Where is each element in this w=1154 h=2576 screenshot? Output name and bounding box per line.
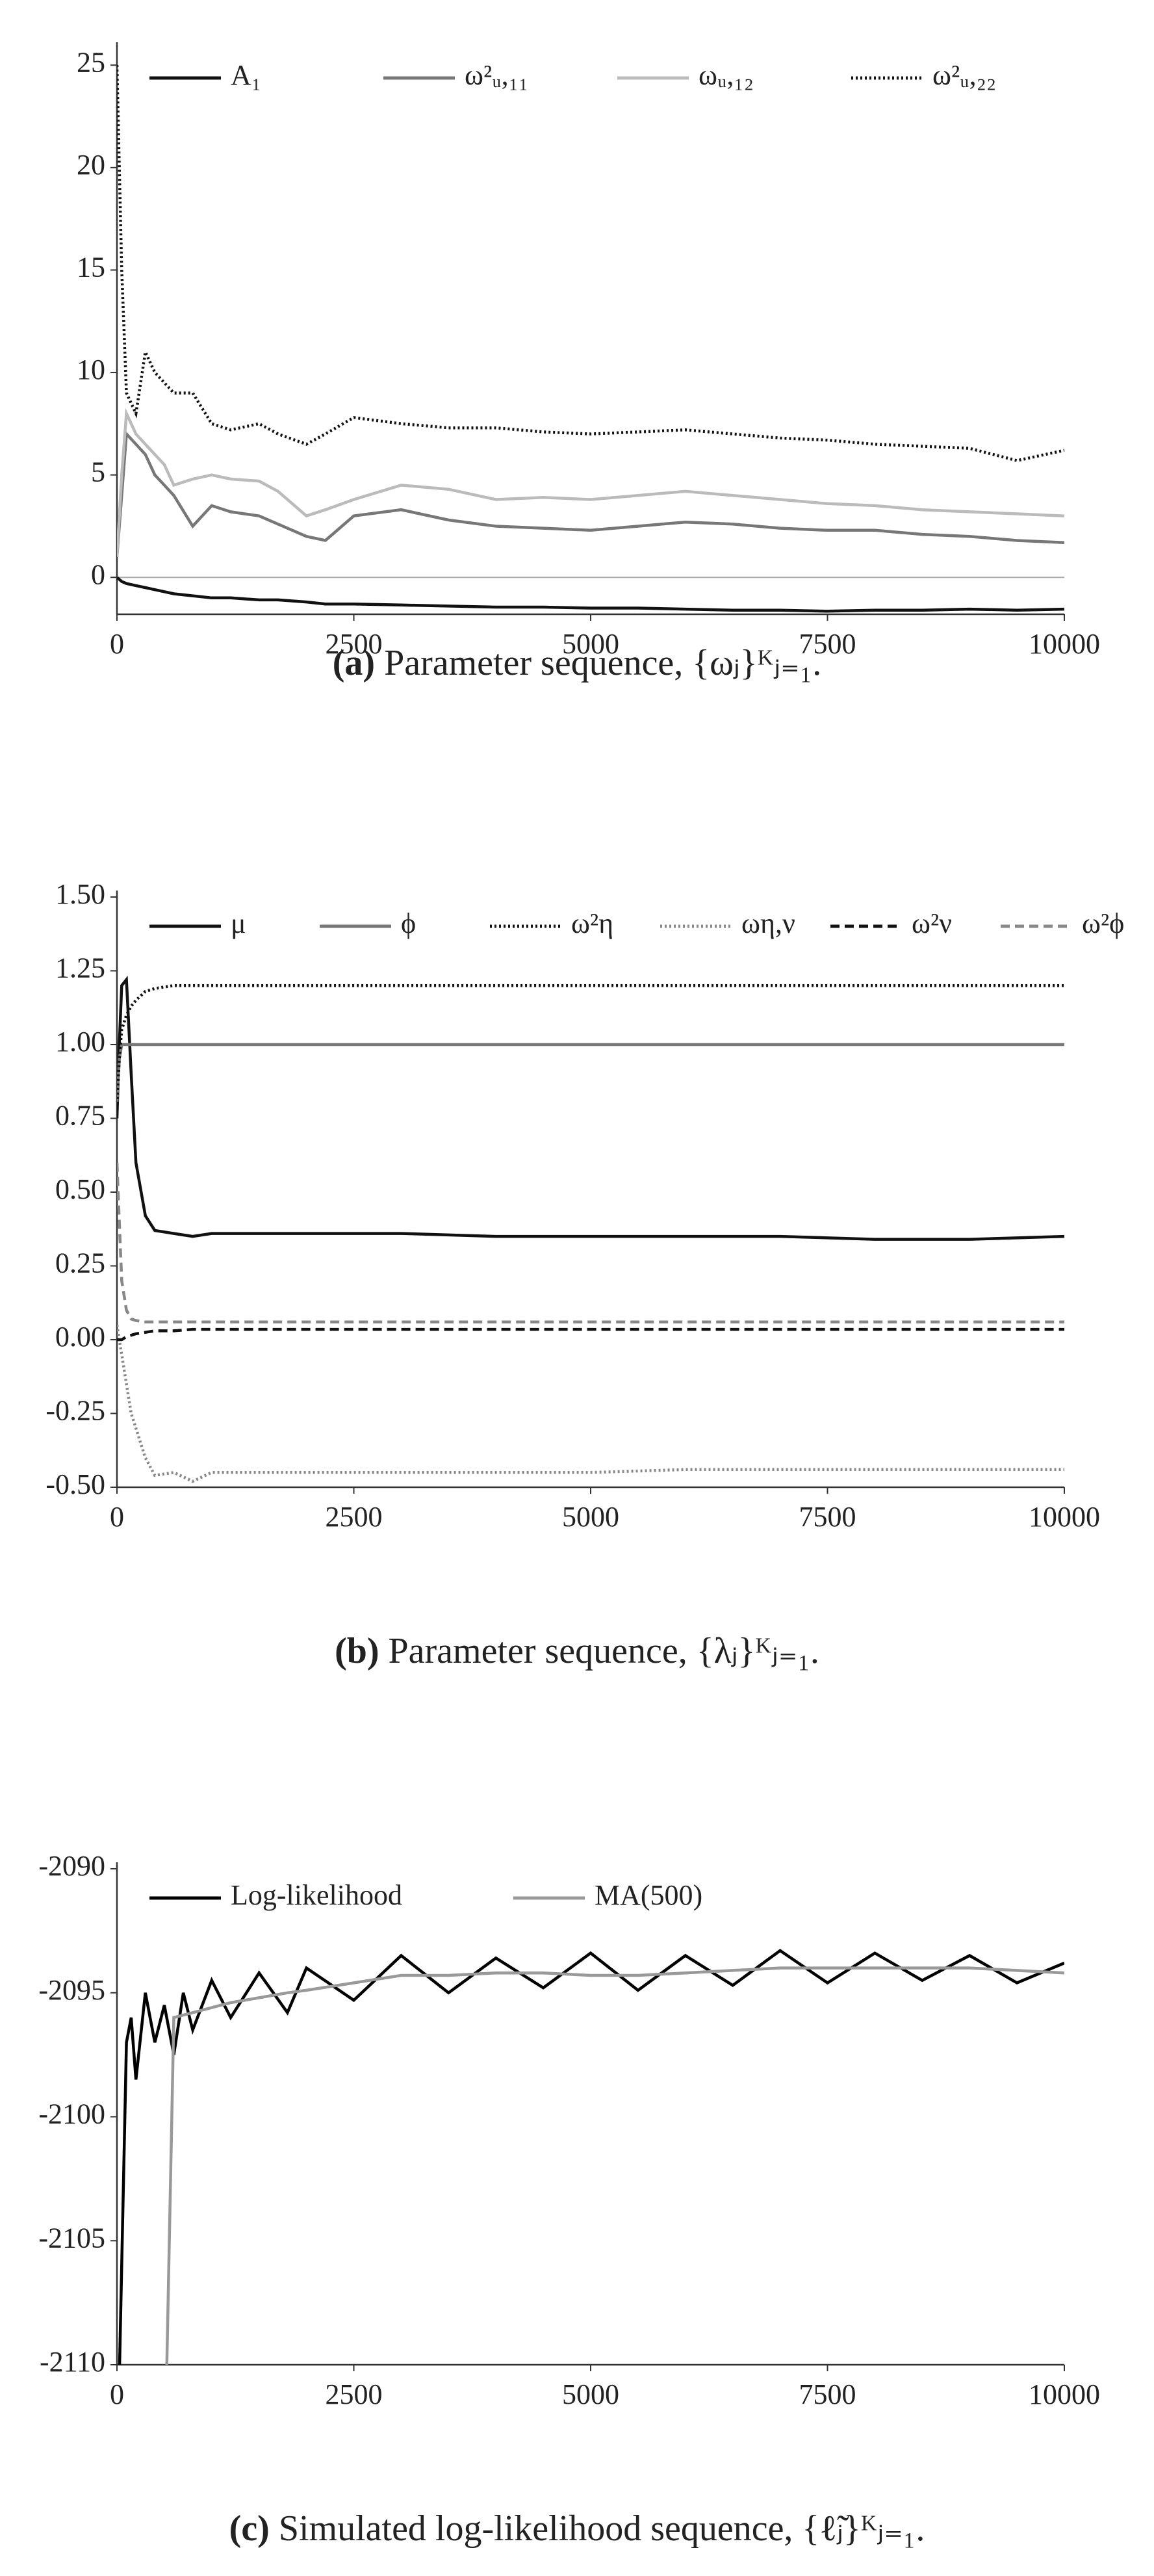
series-line bbox=[117, 983, 1064, 1104]
x-tick-label: 7500 bbox=[799, 2378, 856, 2410]
series-line bbox=[117, 1327, 1064, 1342]
caption-label: (a) bbox=[333, 643, 375, 683]
x-tick-label: 10000 bbox=[1029, 628, 1100, 660]
x-tick-label: 0 bbox=[110, 1501, 124, 1533]
caption-label: (c) bbox=[229, 2508, 270, 2549]
series-line bbox=[117, 976, 1064, 1241]
series-line bbox=[118, 1949, 1064, 2365]
x-tick-label: 0 bbox=[110, 628, 124, 660]
y-tick-label: -2095 bbox=[38, 1974, 105, 2006]
y-tick-label: 25 bbox=[77, 46, 105, 78]
series-line bbox=[117, 430, 1064, 557]
legend-label: ω²ᵤ,₁₁ bbox=[465, 59, 528, 91]
x-tick-label: 10000 bbox=[1029, 2378, 1100, 2410]
legend-label: A₁ bbox=[231, 59, 261, 91]
series-line bbox=[117, 1324, 1064, 1483]
caption-label: (b) bbox=[335, 1631, 379, 1671]
y-tick-label: 0.75 bbox=[55, 1100, 105, 1132]
caption: (a) Parameter sequence, {ωⱼ}ᴷⱼ₌₁. bbox=[333, 643, 821, 683]
y-tick-label: 0.25 bbox=[55, 1247, 105, 1279]
series-line bbox=[117, 408, 1064, 557]
x-tick-label: 7500 bbox=[799, 1501, 856, 1533]
series-line bbox=[117, 1043, 1064, 1104]
y-tick-label: 20 bbox=[77, 149, 105, 181]
y-tick-label: 15 bbox=[77, 252, 105, 283]
series-line bbox=[117, 65, 1064, 462]
y-tick-label: 1.50 bbox=[55, 878, 105, 910]
x-tick-label: 2500 bbox=[326, 2378, 383, 2410]
legend-label: ωη,ν bbox=[741, 907, 795, 939]
caption-space bbox=[379, 1631, 389, 1671]
x-tick-label: 5000 bbox=[562, 1501, 619, 1533]
y-tick-label: -0.50 bbox=[45, 1468, 105, 1500]
x-tick-label: 7500 bbox=[799, 628, 856, 660]
legend-label: Log-likelihood bbox=[231, 1879, 402, 1911]
caption-text: Parameter sequence, {ωⱼ}ᴷⱼ₌₁. bbox=[384, 643, 821, 683]
y-tick-label: 0 bbox=[91, 558, 105, 590]
y-tick-label: 1.25 bbox=[55, 952, 105, 984]
x-tick-label: 2500 bbox=[326, 628, 383, 660]
series-line bbox=[165, 1966, 1064, 2365]
x-tick-label: 5000 bbox=[562, 628, 619, 660]
legend-label: ϕ bbox=[401, 907, 416, 939]
caption: (b) Parameter sequence, {λⱼ}ᴷⱼ₌₁. bbox=[335, 1631, 819, 1671]
x-tick-label: 0 bbox=[110, 2378, 124, 2410]
legend-label: μ bbox=[231, 907, 246, 939]
caption-text: Simulated log-likelihood sequence, {ℓ̃ⱼ}… bbox=[279, 2508, 925, 2549]
y-tick-label: 10 bbox=[77, 354, 105, 385]
caption-text: Parameter sequence, {λⱼ}ᴷⱼ₌₁. bbox=[389, 1631, 819, 1671]
legend-label: ω²ν bbox=[912, 907, 952, 939]
legend-label: MA(500) bbox=[595, 1879, 702, 1911]
series-line bbox=[117, 1162, 1064, 1324]
legend-label: ω²ᵤ,₂₂ bbox=[932, 59, 996, 91]
y-tick-label: -2105 bbox=[38, 2222, 105, 2254]
y-tick-label: -2100 bbox=[38, 2098, 105, 2130]
caption-space bbox=[270, 2508, 279, 2549]
series-line bbox=[117, 576, 1064, 613]
y-tick-label: -0.25 bbox=[45, 1395, 105, 1427]
y-tick-label: 0.00 bbox=[55, 1321, 105, 1353]
caption: (c) Simulated log-likelihood sequence, {… bbox=[229, 2508, 925, 2549]
caption-space bbox=[375, 643, 384, 683]
y-tick-label: 0.50 bbox=[55, 1173, 105, 1205]
y-tick-label: 1.00 bbox=[55, 1026, 105, 1058]
x-tick-label: 5000 bbox=[562, 2378, 619, 2410]
x-tick-label: 2500 bbox=[326, 1501, 383, 1533]
legend-label: ωᵤ,₁₂ bbox=[699, 59, 754, 91]
legend-label: ω²ϕ bbox=[1082, 907, 1124, 939]
legend-label: ω²η bbox=[571, 907, 613, 939]
y-tick-label: 5 bbox=[91, 456, 105, 488]
y-tick-label: -2090 bbox=[38, 1850, 105, 1882]
x-tick-label: 10000 bbox=[1029, 1501, 1100, 1533]
y-tick-label: -2110 bbox=[40, 2346, 105, 2378]
